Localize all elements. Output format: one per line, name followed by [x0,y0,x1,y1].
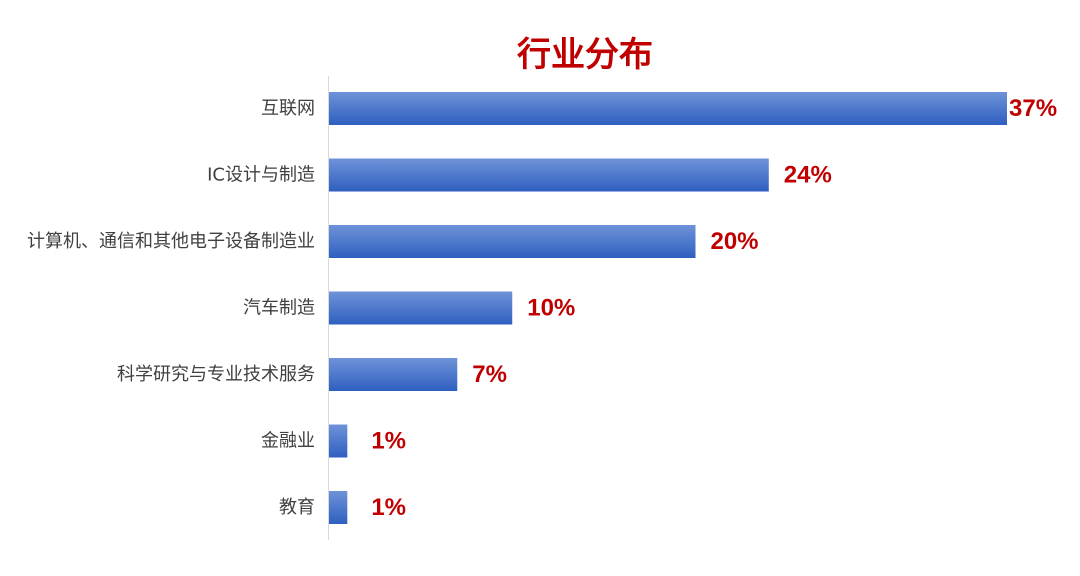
category-label: 汽车制造 [243,298,315,319]
bar [329,424,348,458]
bar [329,92,1007,125]
category-label: 互联网 [261,98,315,119]
category-label: IC设计与制造 [207,165,315,186]
bars-group: 互联网 37% IC设计与制造 24% 计算机、通信和其他电子设备制造业 20% 汽车制造 1… [27,92,1057,524]
bar [329,358,458,391]
value-label: 1% [371,428,406,455]
value-label: 37% [1009,95,1057,122]
category-label: 教育 [279,497,315,518]
bar [329,291,513,325]
value-label: 7% [472,361,507,388]
bar [329,158,769,192]
category-label: 科学研究与专业技术服务 [117,364,315,385]
bar [329,225,696,258]
chart-title: 行业分布 [517,35,653,75]
value-label: 1% [371,494,406,521]
value-label: 10% [527,295,575,322]
category-label: 金融业 [261,431,315,452]
category-label: 计算机、通信和其他电子设备制造业 [27,231,315,252]
bar [329,491,348,524]
value-label: 20% [710,228,758,255]
value-label: 24% [784,162,832,189]
